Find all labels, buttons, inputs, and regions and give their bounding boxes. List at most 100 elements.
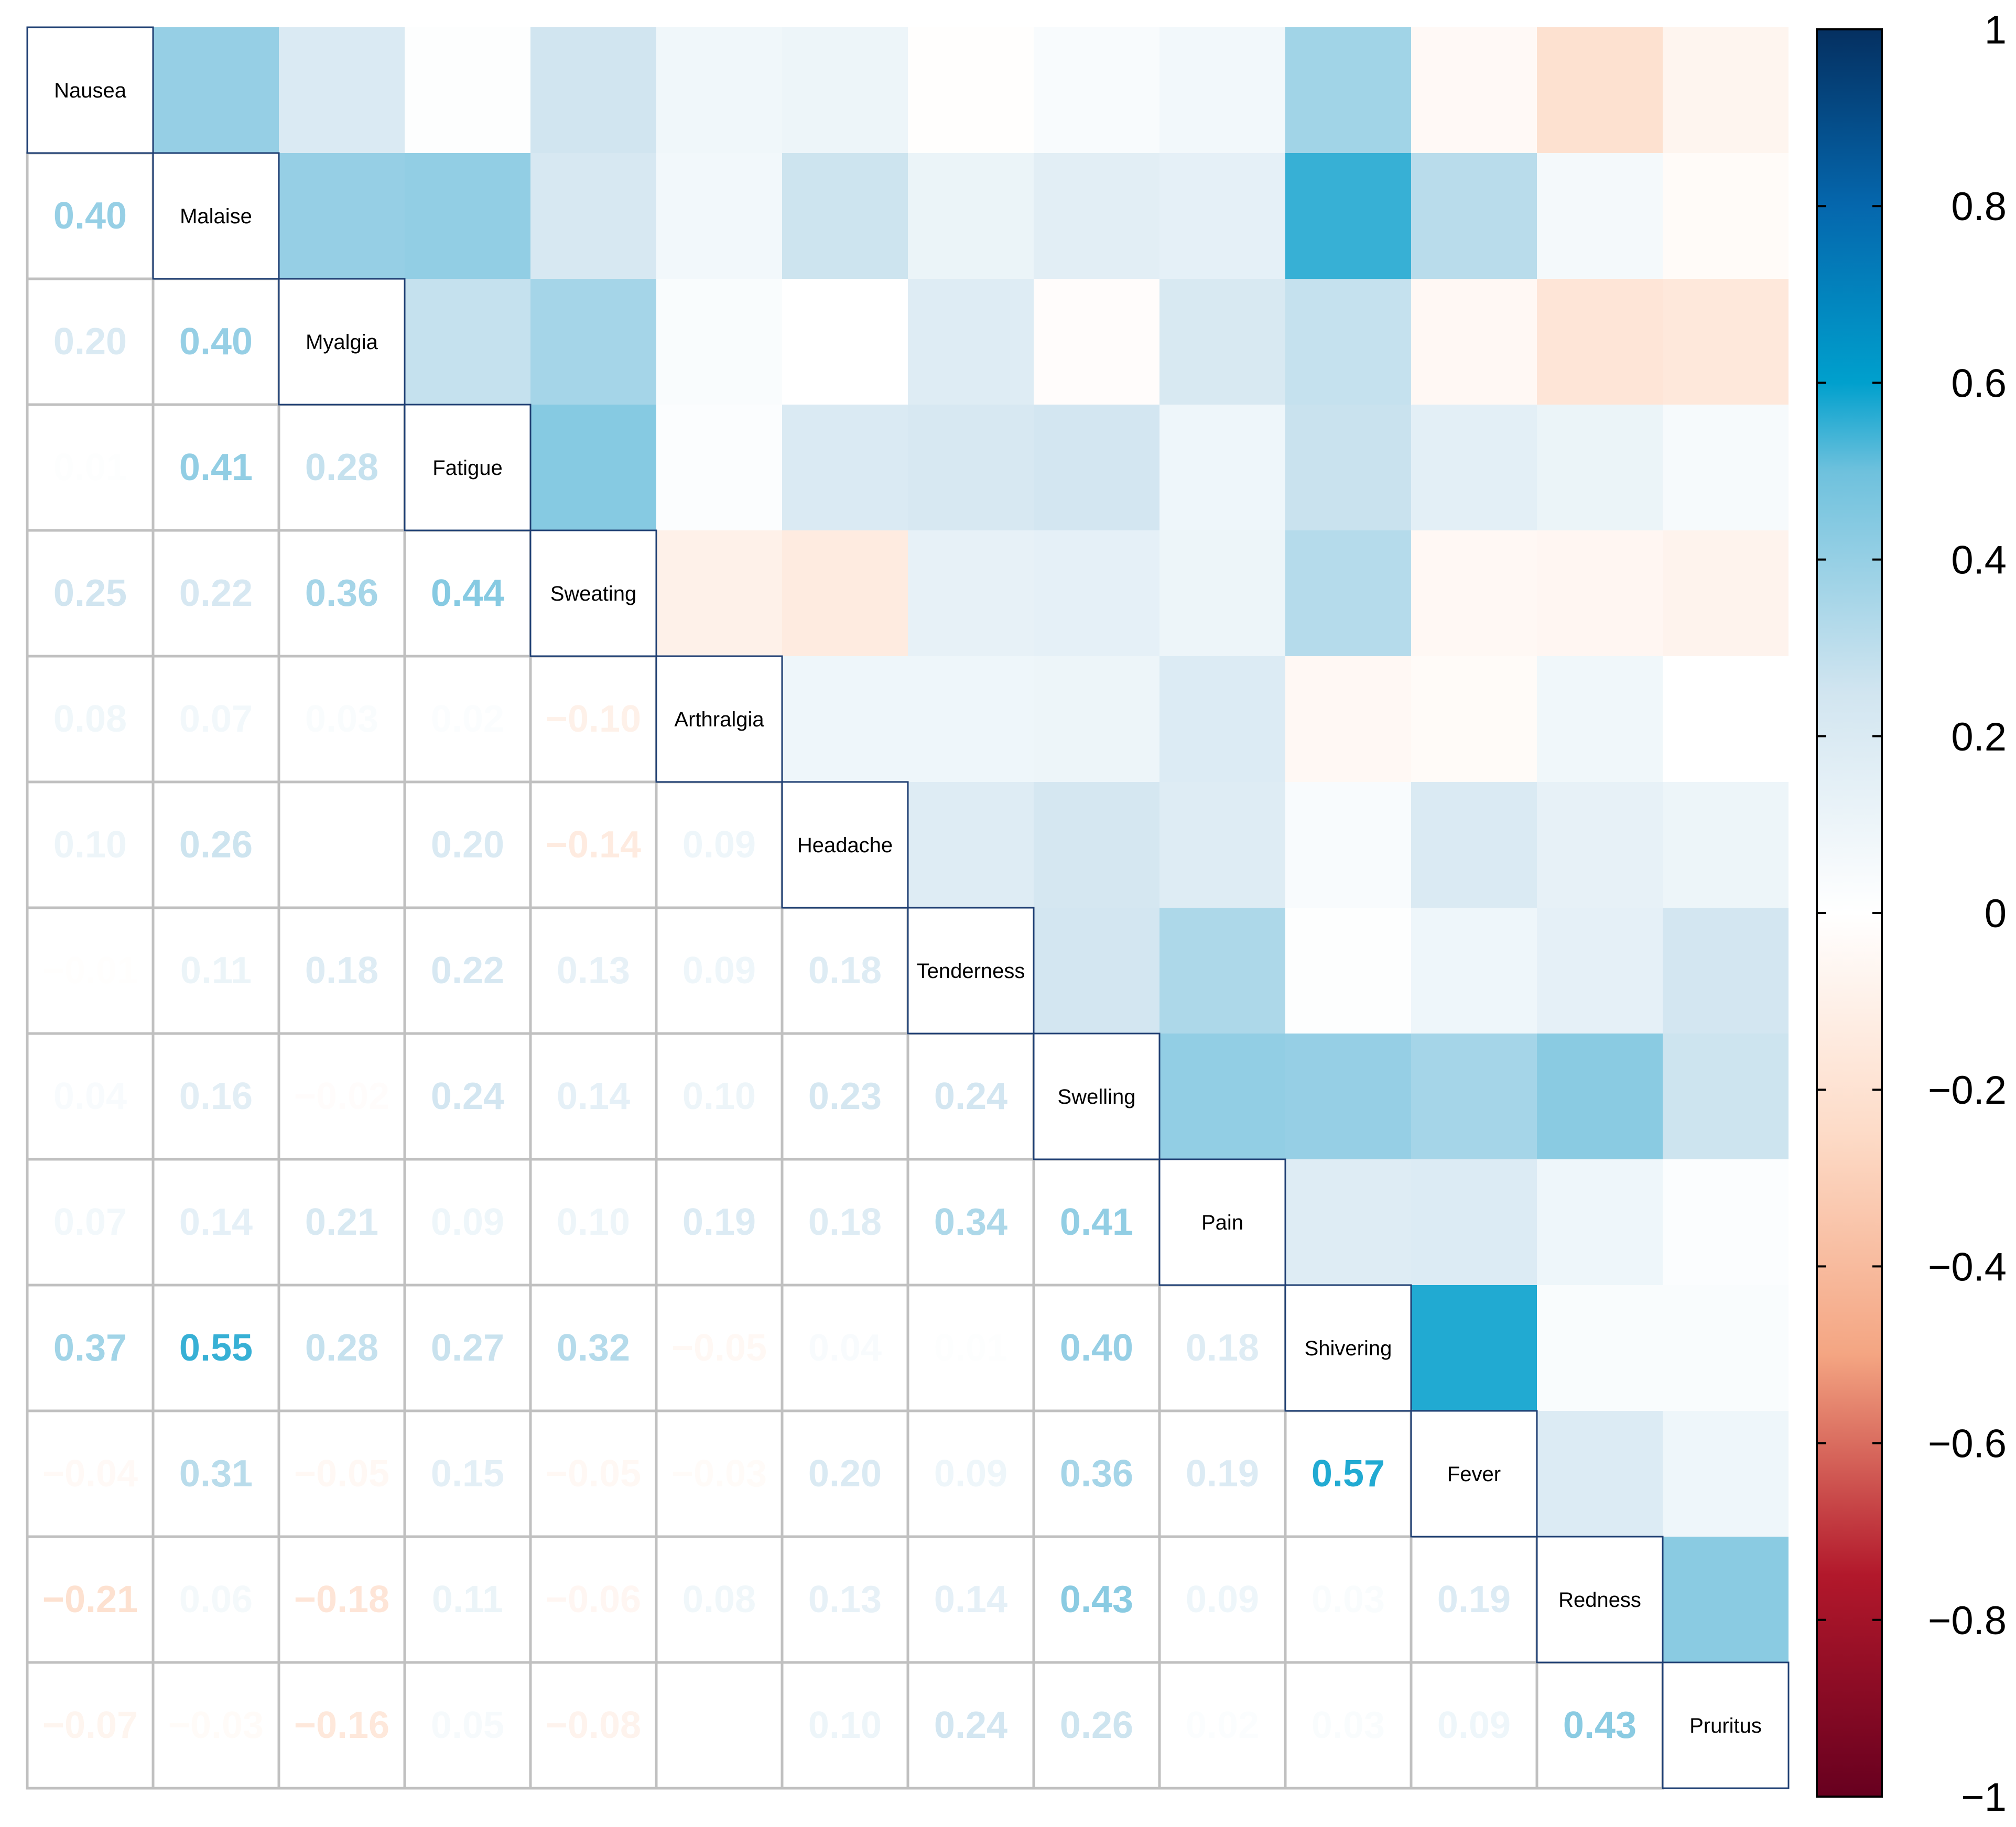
variable-label-arthralgia: Arthralgia [674,708,764,731]
heatmap-cell-arthralgia-redness [1537,656,1663,782]
heatmap-cell-nausea-pruritus [1663,27,1789,153]
heatmap-cell-shivering-pruritus [1663,1285,1789,1411]
coef-value-fever-fatigue: 0.15 [431,1453,504,1495]
coef-value-sweating-myalgia: 0.36 [305,572,378,614]
coef-cell-pruritus-arthralgia [655,1661,784,1790]
coef-value-fever-pain: 0.19 [1186,1453,1259,1495]
coef-value-pain-fatigue: 0.09 [431,1201,504,1243]
coef-cell-myalgia-malaise [151,277,280,406]
heatmap-cell-tenderness-redness [1537,908,1663,1034]
heatmap-cell-pain-shivering [1285,1159,1411,1285]
heatmap-cell-headache-redness [1537,782,1663,908]
coef-value-fatigue-malaise: 0.41 [179,447,253,488]
colorbar-legend: 1 0.8 0.6 0.4 0.2 0 −0.2 −0.4 −0.6 −0.8 −1 [1816,8,2007,1820]
heatmap-cell-myalgia-shivering [1285,279,1411,405]
heatmap-cell-fever-redness [1537,1411,1663,1537]
heatmap-cell-redness-pruritus [1663,1537,1789,1662]
heatmap-cell-headache-shivering [1285,782,1411,908]
coef-value-pruritus-myalgia: −0.16 [294,1704,389,1746]
coef-cell-arthralgia-malaise [151,655,280,784]
colorbar-tick-label: 0.2 [1951,715,2007,759]
coef-cell-myalgia-nausea [26,277,155,406]
heatmap-cell-nausea-pain [1159,27,1285,153]
variable-label-swelling: Swelling [1058,1085,1136,1108]
variable-label-fever: Fever [1447,1463,1501,1486]
coef-value-fatigue-nausea: 0.01 [53,447,127,488]
coef-cell-swelling-nausea [26,1032,155,1161]
coef-value-myalgia-malaise: 0.40 [179,321,253,363]
coef-cell-pain-myalgia [277,1158,406,1287]
coef-value-arthralgia-nausea: 0.08 [53,698,127,740]
coef-value-fever-sweating: −0.05 [546,1453,641,1495]
heatmap-cell-arthralgia-shivering [1285,656,1411,782]
coef-value-sweating-malaise: 0.22 [179,572,253,614]
coef-cell-tenderness-myalgia [277,906,406,1035]
coef-value-pruritus-arthralgia: 0.00 [682,1704,756,1746]
diagonal-cell-fatigue [404,404,532,531]
variable-label-fatigue: Fatigue [432,456,502,480]
diagonal-cell-pruritus [1662,1661,1790,1789]
heatmap-cell-tenderness-fever [1411,908,1537,1034]
heatmap-cell-myalgia-pain [1159,279,1285,405]
coef-value-headache-arthralgia: 0.09 [682,824,756,866]
diagonal-cell-myalgia [278,278,406,406]
lower-triangle-cells: 0.40 0.20 0.40 0.01 0.41 0.28 0.25 0.22 0.36 0.44… [26,151,1664,1790]
heatmap-cell-malaise-sweating [530,153,656,279]
coef-cell-shivering-fatigue [403,1284,532,1412]
coef-value-pruritus-fatigue: 0.05 [431,1704,504,1746]
variable-label-pruritus: Pruritus [1689,1714,1762,1737]
diagonal-cell-redness [1536,1536,1664,1663]
coef-cell-redness-fatigue [403,1535,532,1664]
coef-value-sweating-nausea: 0.25 [53,572,127,614]
coef-value-tenderness-myalgia: 0.18 [305,950,378,992]
coef-cell-pruritus-nausea [26,1661,155,1790]
heatmap-cell-fatigue-headache [782,405,908,530]
coef-cell-fever-headache [781,1409,909,1538]
variable-label-myalgia: Myalgia [306,331,378,354]
coef-value-tenderness-headache: 0.18 [808,950,882,992]
heatmap-cell-nausea-malaise [153,27,279,153]
coef-value-fever-myalgia: −0.05 [294,1453,389,1495]
coef-value-redness-fatigue: 0.11 [432,1579,503,1621]
colorbar-ticks: 1 0.8 0.6 0.4 0.2 0 −0.2 −0.4 −0.6 −0.8 −1 [1817,8,2007,1820]
heatmap-cell-malaise-myalgia [279,153,405,279]
coef-cell-pruritus-headache [781,1661,909,1790]
coef-cell-shivering-arthralgia [655,1284,784,1412]
heatmap-cell-sweating-redness [1537,530,1663,656]
diagonal-variable-labels: Nausea Malaise Myalgia Fatigue Sweating Arthr… [26,26,1790,1789]
heatmap-cell-myalgia-redness [1537,279,1663,405]
heatmap-cell-arthralgia-swelling [1034,656,1159,782]
colorbar-tick-label: −0.2 [1928,1068,2007,1113]
coef-value-redness-swelling: 0.43 [1060,1579,1133,1621]
coef-cell-sweating-myalgia [277,529,406,658]
coef-value-fever-shivering: 0.57 [1312,1453,1385,1495]
coef-cell-tenderness-arthralgia [655,906,784,1035]
coef-value-tenderness-fatigue: 0.22 [431,950,504,992]
heatmap-cell-headache-tenderness [908,782,1034,908]
diagonal-cell-arthralgia [655,655,783,783]
heatmap-cell-arthralgia-pruritus [1663,656,1789,782]
coef-value-pruritus-redness: 0.43 [1563,1704,1636,1746]
coef-value-pruritus-malaise: −0.03 [168,1704,264,1746]
coef-cell-redness-sweating [529,1535,658,1664]
coef-cell-redness-nausea [26,1535,155,1664]
coef-value-shivering-pain: 0.18 [1186,1327,1259,1369]
heatmap-cell-tenderness-pruritus [1663,908,1789,1034]
coef-value-arthralgia-malaise: 0.07 [179,698,253,740]
coef-cell-headache-nausea [26,780,155,909]
heatmap-cell-headache-swelling [1034,782,1159,908]
heatmap-cell-malaise-fever [1411,153,1537,279]
heatmap-cell-sweating-shivering [1285,530,1411,656]
coef-cell-fever-nausea [26,1409,155,1538]
coef-value-pruritus-tenderness: 0.24 [934,1704,1007,1746]
coef-value-swelling-headache: 0.23 [808,1075,882,1117]
heatmap-cell-arthralgia-tenderness [908,656,1034,782]
coef-cell-pain-swelling [1032,1158,1161,1287]
coef-cell-pruritus-pain [1158,1661,1287,1790]
heatmap-cell-fatigue-swelling [1034,405,1159,530]
coef-cell-swelling-sweating [529,1032,658,1161]
coef-value-redness-sweating: −0.06 [546,1579,641,1621]
colorbar-tick-label: 1 [1985,8,2007,52]
heatmap-cell-swelling-pruritus [1663,1034,1789,1159]
colorbar-tick-label: −0.6 [1928,1422,2007,1466]
